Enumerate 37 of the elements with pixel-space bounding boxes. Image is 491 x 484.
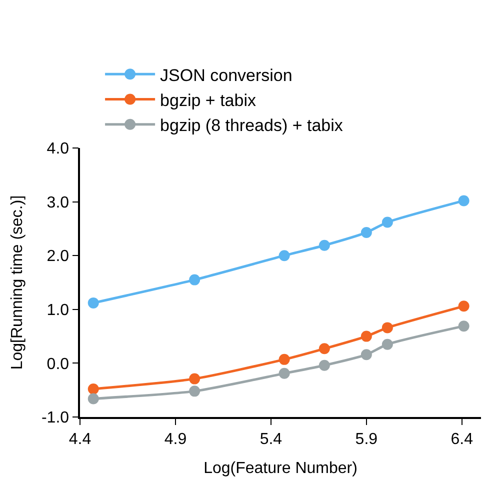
x-tick-label: 5.9 [355, 430, 378, 448]
y-tick-label: 0.0 [46, 356, 70, 373]
point [318, 343, 330, 354]
point [88, 393, 99, 404]
y-tick-label: 1.0 [46, 302, 70, 319]
point [88, 384, 99, 395]
y-axis-title: Log[Running time (sec.)] [8, 195, 26, 370]
point [360, 330, 372, 342]
point [278, 368, 290, 379]
point [318, 360, 330, 371]
y-tick-label: 4.0 [46, 140, 70, 158]
point [458, 195, 470, 206]
y-tick-label: 2.0 [46, 248, 70, 266]
point [360, 349, 372, 360]
x-axis-title: Log(Feature Number) [204, 460, 358, 478]
point [382, 338, 393, 350]
y-tick-label: -1.0 [41, 410, 70, 427]
point [278, 354, 290, 365]
y-tick-label: 3.0 [46, 194, 70, 212]
point [189, 274, 200, 286]
point [278, 250, 290, 262]
point [318, 240, 330, 251]
point [88, 297, 99, 308]
legend-label: JSON conversion [160, 66, 292, 85]
point [189, 373, 200, 384]
legend-label: bgzip + tabix [160, 90, 256, 110]
x-tick-label: 4.9 [164, 430, 187, 448]
x-tick-label: 5.4 [260, 430, 282, 448]
legend-label: bgzip (8 threads) + tabix [160, 116, 344, 135]
x-tick-label: 4.4 [68, 430, 92, 448]
point [458, 300, 470, 312]
point [382, 322, 393, 334]
point [189, 386, 200, 397]
point [458, 320, 470, 332]
x-tick-label: 6.4 [450, 430, 474, 448]
point [382, 216, 393, 228]
point [360, 226, 372, 238]
